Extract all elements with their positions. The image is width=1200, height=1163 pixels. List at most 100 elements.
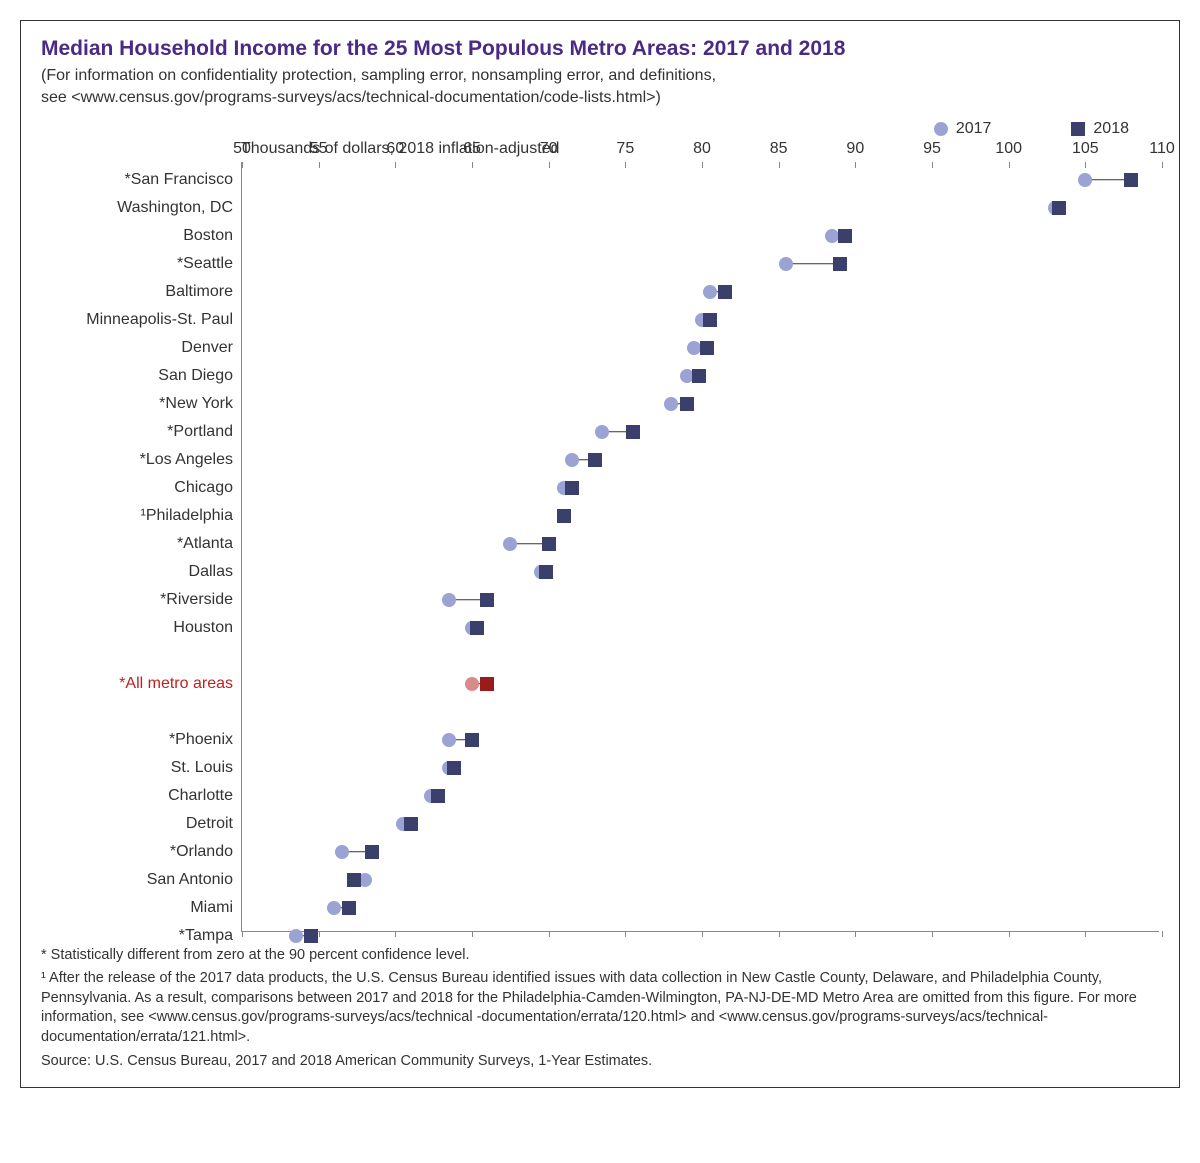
x-tick <box>395 162 396 168</box>
x-tick-label: 60 <box>386 140 404 158</box>
point-2018 <box>542 537 556 551</box>
x-tick-label: 110 <box>1149 140 1175 158</box>
point-2018 <box>447 761 461 775</box>
x-tick-label: 50 <box>233 140 251 158</box>
x-tick-label: 100 <box>995 140 1022 158</box>
point-2017 <box>442 733 456 747</box>
x-tick-bottom <box>395 931 396 937</box>
x-tick-bottom <box>1085 931 1086 937</box>
point-2017 <box>289 929 303 943</box>
point-2018 <box>565 481 579 495</box>
point-2017 <box>335 845 349 859</box>
legend-marker-2018 <box>1071 122 1085 136</box>
subtitle-line-1: (For information on confidentiality prot… <box>41 67 716 84</box>
point-2017 <box>565 453 579 467</box>
x-tick <box>549 162 550 168</box>
x-tick <box>932 162 933 168</box>
footnote-philadelphia: ¹ After the release of the 2017 data pro… <box>41 969 1159 1047</box>
point-2018 <box>833 257 847 271</box>
y-axis-label: *Tampa <box>179 927 233 945</box>
x-tick-label: 95 <box>923 140 941 158</box>
point-2018 <box>838 229 852 243</box>
legend-marker-2017 <box>934 122 948 136</box>
x-tick-label: 65 <box>463 140 481 158</box>
x-tick <box>1085 162 1086 168</box>
y-axis-labels: *San FranciscoWashington, DCBoston*Seatt… <box>41 162 241 932</box>
x-tick-bottom <box>319 931 320 937</box>
y-axis-label: ¹Philadelphia <box>140 507 233 525</box>
x-tick-label: 70 <box>540 140 558 158</box>
y-axis-label: *Orlando <box>170 843 233 861</box>
x-tick-bottom <box>1162 931 1163 937</box>
x-tick <box>472 162 473 168</box>
y-axis-label: St. Louis <box>171 759 233 777</box>
point-2017 <box>664 397 678 411</box>
point-2018 <box>465 733 479 747</box>
point-2018 <box>626 425 640 439</box>
point-2018 <box>680 397 694 411</box>
point-2018 <box>342 901 356 915</box>
x-tick-label: 105 <box>1072 140 1099 158</box>
y-axis-label: Minneapolis-St. Paul <box>86 311 233 329</box>
x-tick-bottom <box>779 931 780 937</box>
x-tick-bottom <box>855 931 856 937</box>
legend-label-2018: 2018 <box>1093 120 1129 138</box>
y-axis-label: Houston <box>173 619 233 637</box>
point-2018 <box>703 313 717 327</box>
x-tick-bottom <box>702 931 703 937</box>
y-axis-label: Washington, DC <box>117 199 233 217</box>
point-2018 <box>692 369 706 383</box>
y-axis-label: *Riverside <box>160 591 233 609</box>
y-axis-label: San Diego <box>158 367 233 385</box>
y-axis-label: Baltimore <box>165 283 233 301</box>
plot-region: 50556065707580859095100105110 <box>241 162 1159 932</box>
chart-subtitle: (For information on confidentiality prot… <box>41 65 1159 110</box>
x-tick <box>779 162 780 168</box>
point-2017 <box>465 677 479 691</box>
x-tick-bottom <box>932 931 933 937</box>
footnote-asterisk: * Statistically different from zero at t… <box>41 946 1159 966</box>
point-2017 <box>779 257 793 271</box>
chart-title: Median Household Income for the 25 Most … <box>41 37 1159 61</box>
y-axis-label: *Seattle <box>177 255 233 273</box>
y-axis-label: Chicago <box>174 479 233 497</box>
y-axis-label: Detroit <box>186 815 233 833</box>
y-axis-label: Miami <box>190 899 233 917</box>
point-2018 <box>1052 201 1066 215</box>
y-axis-label: San Antonio <box>147 871 233 889</box>
x-tick <box>1162 162 1163 168</box>
legend-item-2018: 2018 <box>1071 120 1129 138</box>
plot-area: *San FranciscoWashington, DCBoston*Seatt… <box>41 162 1159 932</box>
x-tick-label: 55 <box>310 140 328 158</box>
y-axis-label: *Portland <box>167 423 233 441</box>
x-tick <box>702 162 703 168</box>
point-2018 <box>700 341 714 355</box>
y-axis-label: *Atlanta <box>177 535 233 553</box>
point-2018 <box>347 873 361 887</box>
point-2018 <box>431 789 445 803</box>
x-tick-bottom <box>242 931 243 937</box>
point-2018 <box>557 509 571 523</box>
point-2018 <box>404 817 418 831</box>
point-2017 <box>703 285 717 299</box>
x-tick-bottom <box>549 931 550 937</box>
x-tick-label: 75 <box>616 140 634 158</box>
x-tick <box>855 162 856 168</box>
point-2018 <box>718 285 732 299</box>
y-axis-label: *Phoenix <box>169 731 233 749</box>
x-tick <box>625 162 626 168</box>
x-tick <box>1009 162 1010 168</box>
point-2018 <box>470 621 484 635</box>
x-tick-bottom <box>625 931 626 937</box>
point-2018 <box>539 565 553 579</box>
x-tick <box>242 162 243 168</box>
point-2017 <box>442 593 456 607</box>
y-axis-label: Denver <box>181 339 233 357</box>
legend-label-2017: 2017 <box>956 120 992 138</box>
x-tick-label: 85 <box>770 140 788 158</box>
footnotes: * Statistically different from zero at t… <box>41 946 1159 1071</box>
y-axis-label: *New York <box>159 395 233 413</box>
y-axis-label: Boston <box>183 227 233 245</box>
point-2018 <box>480 677 494 691</box>
point-2018 <box>480 593 494 607</box>
